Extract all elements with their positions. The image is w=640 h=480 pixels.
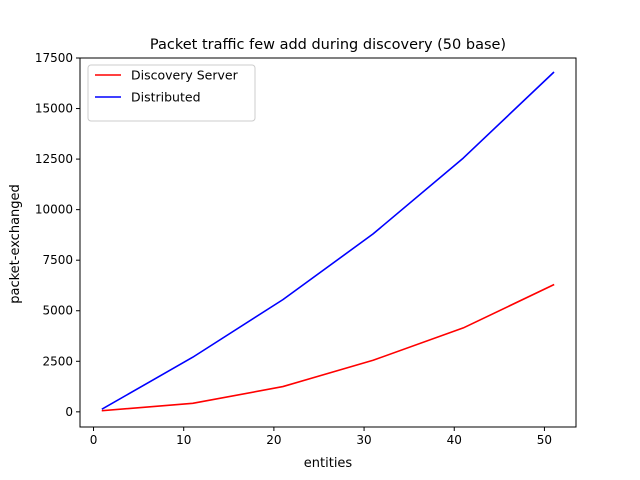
x-tick-label: 10 <box>176 433 191 447</box>
y-tick-label: 12500 <box>35 152 73 166</box>
x-tick-label: 50 <box>537 433 552 447</box>
y-tick-label: 7500 <box>42 253 73 267</box>
plot-frame <box>79 57 577 428</box>
series-line-2 <box>101 71 555 410</box>
x-tick-label: 30 <box>356 433 371 447</box>
y-tick-label: 17500 <box>35 51 73 65</box>
legend-label: Distributed <box>131 90 201 105</box>
x-tick-label: 0 <box>90 433 98 447</box>
x-tick-label: 20 <box>266 433 281 447</box>
y-tick-label: 10000 <box>35 203 73 217</box>
y-tick-label: 2500 <box>42 354 73 368</box>
y-tick-label: 15000 <box>35 102 73 116</box>
series-lines <box>101 71 555 412</box>
legend: Discovery Server Distributed <box>87 64 256 122</box>
y-tick-label: 5000 <box>42 304 73 318</box>
chart-title: Packet traffic few add during discovery … <box>150 37 506 53</box>
y-axis-label: packet-exchanged <box>8 184 23 304</box>
legend-box <box>87 64 256 122</box>
series-line-1 <box>101 283 555 412</box>
x-axis-label: entities <box>304 456 353 471</box>
y-tick-label: 0 <box>65 405 73 419</box>
axis-ticks: 0 10 20 30 40 50 0 2500 5000 7500 10000 12500 15000 1… <box>35 51 552 447</box>
x-tick-label: 40 <box>447 433 462 447</box>
legend-label: Discovery Server <box>131 68 239 83</box>
